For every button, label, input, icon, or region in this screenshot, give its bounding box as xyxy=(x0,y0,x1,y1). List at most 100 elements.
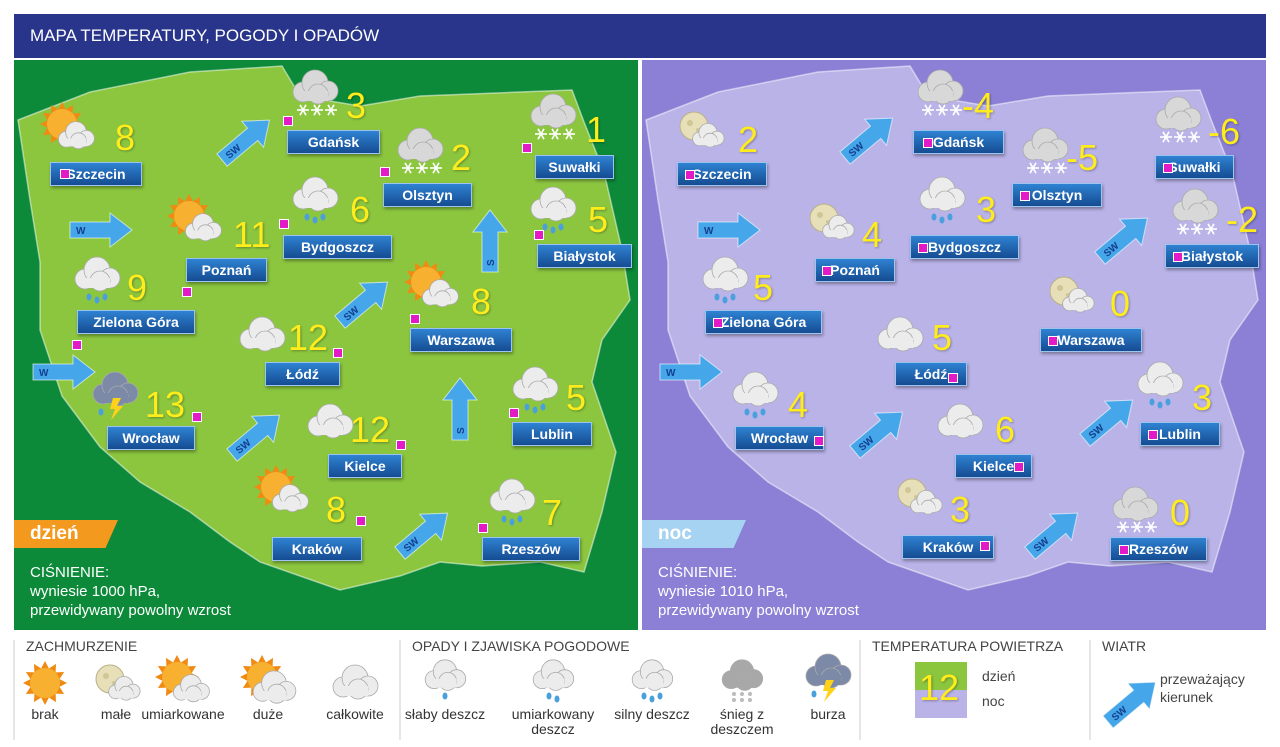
cloud-base xyxy=(928,91,953,101)
sun-disc xyxy=(30,668,60,698)
temperature: 5 xyxy=(932,317,953,358)
cloud-icon xyxy=(172,674,210,703)
wind-arrow-shape xyxy=(659,353,723,391)
city-label: Warszawa xyxy=(1040,328,1142,352)
wind-arrow-shape xyxy=(1079,399,1134,447)
cloud-icon xyxy=(424,659,467,691)
cloud-base xyxy=(250,338,275,348)
cloud-base xyxy=(85,278,110,288)
city-marker xyxy=(478,523,488,533)
wind-label: W xyxy=(39,368,49,379)
cloud-base xyxy=(115,691,134,699)
snowflake xyxy=(404,162,412,174)
cloud-base xyxy=(1033,149,1058,159)
snowflake xyxy=(565,128,573,140)
rain-drop xyxy=(320,213,326,221)
rain-drop xyxy=(722,296,728,304)
cloud-icon xyxy=(397,127,444,163)
legend-title: WIATR xyxy=(1102,638,1147,654)
legend-label: przeważający kierunek xyxy=(1160,671,1245,705)
temperature: -5 xyxy=(1066,137,1099,178)
cloud-base xyxy=(280,501,301,510)
city-marker xyxy=(283,116,293,126)
temperature: 0 xyxy=(1110,283,1131,324)
cloud-icon xyxy=(292,69,339,105)
legend-temperature: 12 xyxy=(919,667,960,708)
legend-label: burza xyxy=(810,706,846,722)
city-marker xyxy=(713,318,723,328)
rain-drop xyxy=(1149,398,1155,406)
temperature: 13 xyxy=(145,384,186,425)
city-label: Kraków xyxy=(902,535,994,559)
header-bar xyxy=(14,14,1266,58)
cloud-icon xyxy=(512,366,559,402)
cloud-base xyxy=(888,338,913,348)
legend-label: duże xyxy=(252,706,284,722)
cloud-base xyxy=(917,505,936,513)
cloud-icon xyxy=(292,176,339,212)
city-marker xyxy=(918,243,928,253)
wind-arrow-shape xyxy=(334,281,389,329)
wind-arrow-shape xyxy=(32,353,96,391)
cloud-icon xyxy=(58,121,95,150)
rain-drop xyxy=(98,408,104,416)
temperature: 6 xyxy=(350,189,371,230)
city-marker xyxy=(396,440,406,450)
cloud-base xyxy=(318,425,343,435)
snowflake xyxy=(1133,521,1141,533)
rain-drop xyxy=(649,695,655,703)
cloud-base xyxy=(181,691,202,700)
city-label: Rzeszów xyxy=(482,537,580,561)
legend-label: śnieg z deszczem xyxy=(710,706,774,737)
temperature: 5 xyxy=(753,267,774,308)
temperature: 4 xyxy=(862,214,883,255)
cloud-base xyxy=(193,230,214,239)
legend-label: umiarkowany deszcz xyxy=(511,706,595,737)
cloud-icon xyxy=(1112,486,1159,522)
rain-drop xyxy=(532,406,538,414)
snowflake xyxy=(1207,223,1215,235)
city-marker xyxy=(72,340,82,350)
temperature: 12 xyxy=(288,317,329,358)
pressure-title: CIŚNIENIE: xyxy=(658,564,738,581)
temperature: 5 xyxy=(566,377,587,418)
temperature: 8 xyxy=(326,489,347,530)
cloud-base xyxy=(641,678,664,688)
snowflake xyxy=(299,104,307,116)
wind-arrow: W xyxy=(69,211,133,249)
wind-arrow: S xyxy=(441,377,479,441)
temperature: 1 xyxy=(586,109,607,150)
city-marker xyxy=(685,170,695,180)
snowflake xyxy=(938,104,946,116)
temperature: 11 xyxy=(233,214,271,255)
legend-title: ZACHMURZENIE xyxy=(26,638,138,654)
wind-arrow-shape xyxy=(1024,512,1079,560)
city-label: Zielona Góra xyxy=(705,310,822,334)
city-marker xyxy=(1173,252,1183,262)
city-marker xyxy=(279,219,289,229)
cloud-base xyxy=(713,278,738,288)
city-label: Olsztyn xyxy=(383,183,472,207)
cloud-base xyxy=(523,388,548,398)
temperature: 3 xyxy=(346,85,367,126)
cloud-icon xyxy=(252,670,297,704)
period-tag: dzień xyxy=(14,520,118,548)
wind-arrow: SW xyxy=(226,414,281,462)
moon-crater xyxy=(687,120,693,126)
wind-arrow: SW xyxy=(394,512,449,560)
snowflake xyxy=(537,128,545,140)
city-label: Kraków xyxy=(272,537,362,561)
city-marker xyxy=(948,373,958,383)
snowflake xyxy=(551,128,559,140)
legend-label: całkowite xyxy=(326,706,384,722)
cloud-icon xyxy=(530,186,577,222)
legend-label: brak xyxy=(31,706,59,722)
legend-day-swatch xyxy=(915,662,967,690)
snowflake xyxy=(1043,162,1051,174)
sleet-dot xyxy=(748,692,752,696)
rain-drop xyxy=(102,293,108,301)
rain-drop xyxy=(641,692,647,700)
city-label: Rzeszów xyxy=(1110,537,1207,561)
cloud-base xyxy=(1166,118,1191,128)
legend-label: umiarkowane xyxy=(141,706,225,722)
